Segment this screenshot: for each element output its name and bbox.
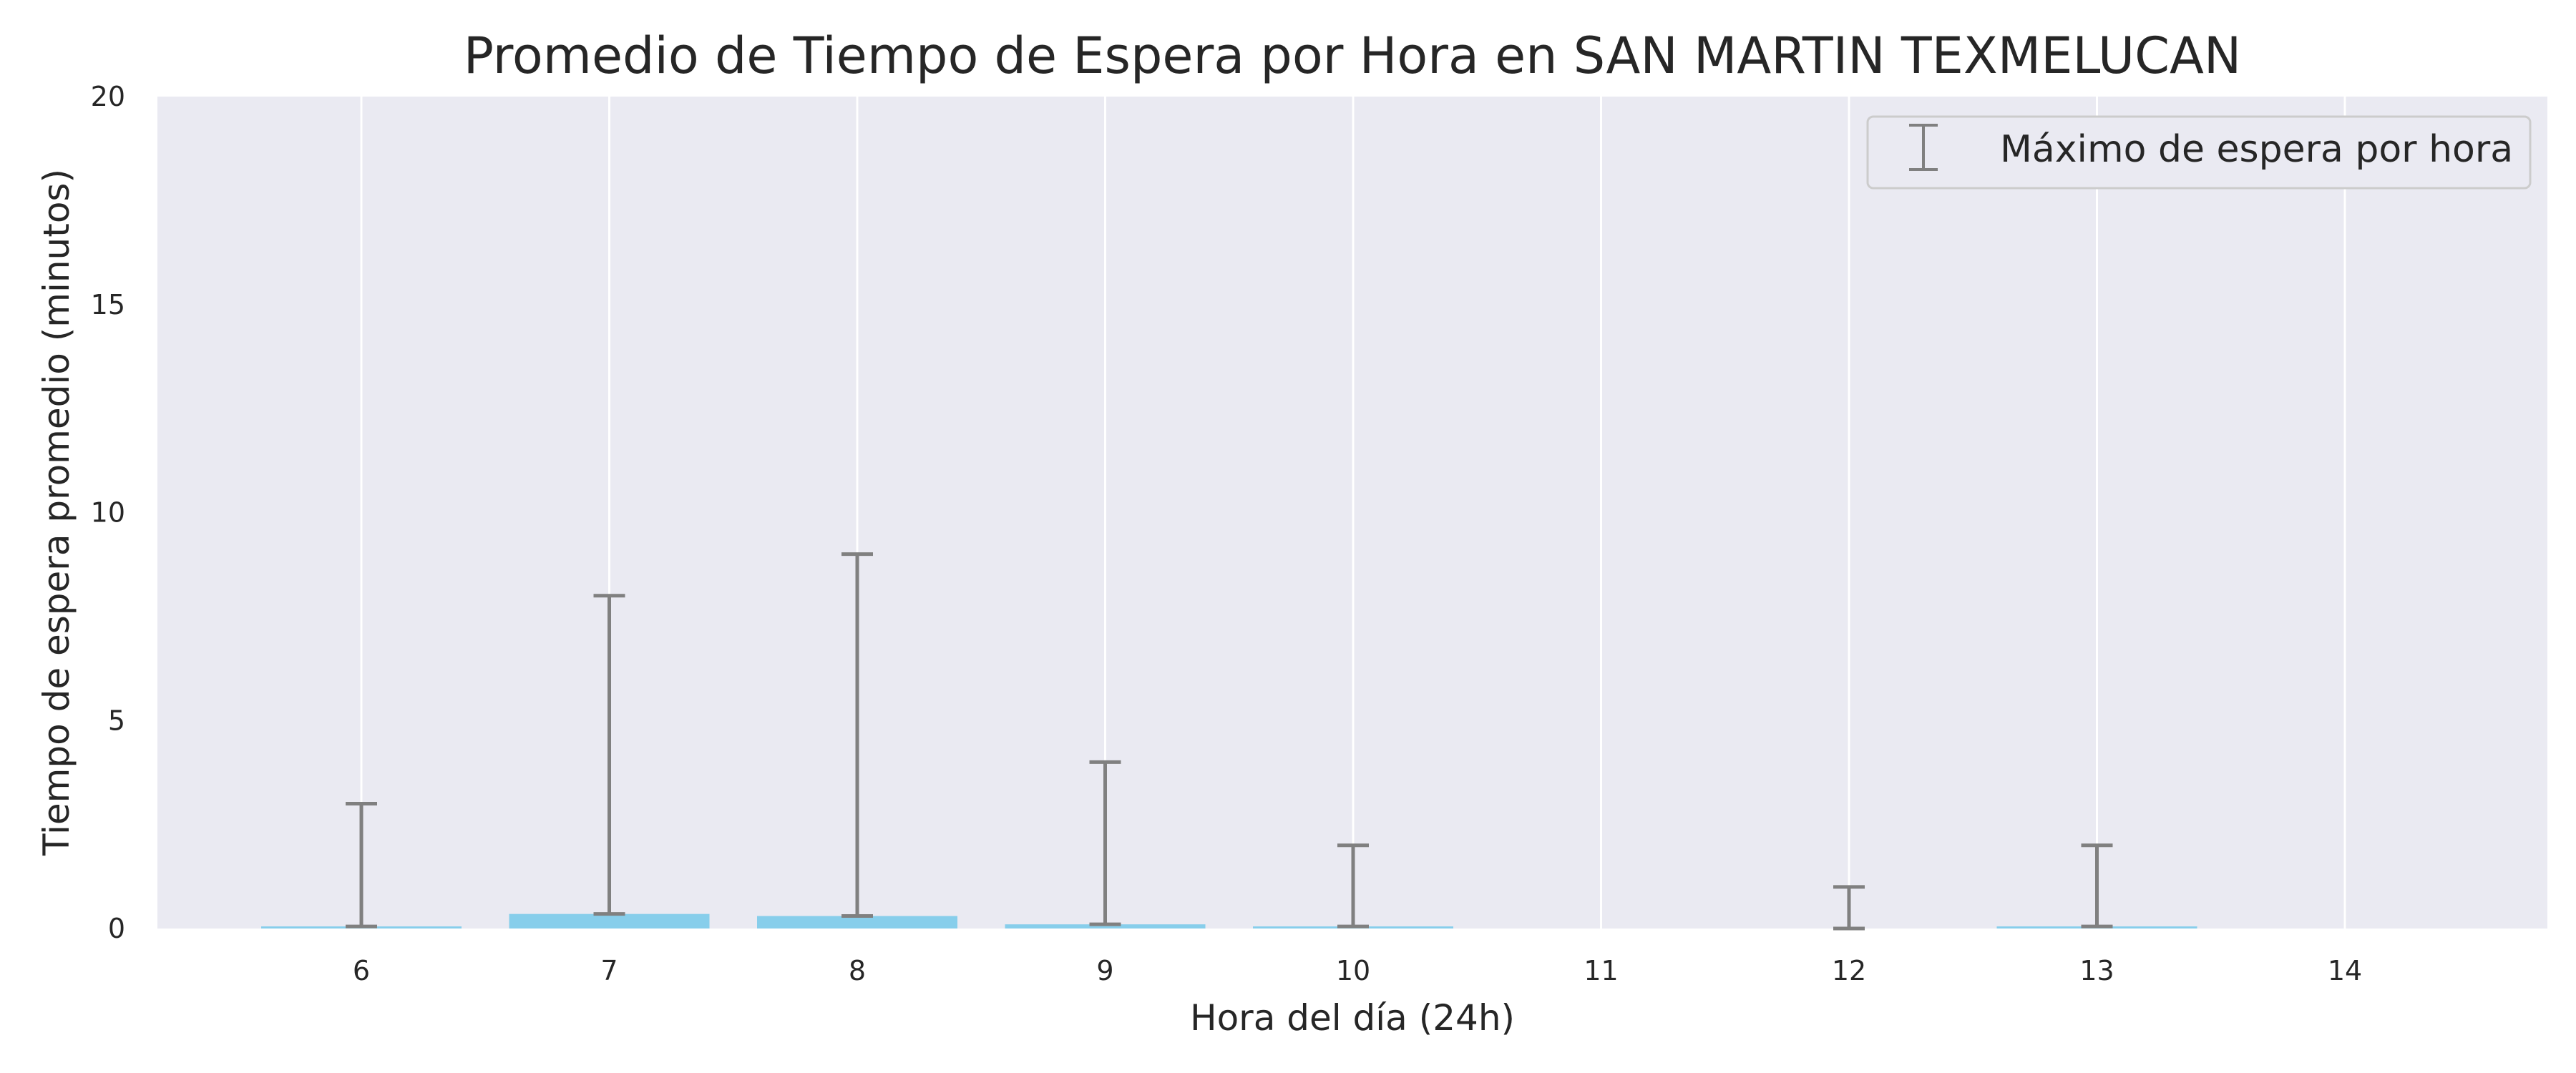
x-tick-label: 10 <box>1336 955 1370 986</box>
y-tick-label: 15 <box>91 289 125 320</box>
y-tick-label: 0 <box>108 913 125 944</box>
bar-hour-8 <box>757 916 957 929</box>
y-tick-label: 5 <box>108 705 125 736</box>
legend: Máximo de espera por hora <box>1866 115 2532 190</box>
y-axis-label: Tiempo de espera promedio (minutos) <box>36 169 77 856</box>
errorbar-hour-6 <box>346 802 377 929</box>
errorbar-hour-12 <box>1833 885 1865 931</box>
errorbar-hour-10 <box>1337 843 1369 929</box>
legend-entry-max-wait: Máximo de espera por hora <box>2000 128 2513 171</box>
x-axis-label: Hora del día (24h) <box>1190 997 1515 1039</box>
x-tick-label: 12 <box>1832 955 1866 986</box>
x-tick-label: 7 <box>600 955 618 986</box>
errorbar-hour-9 <box>1089 760 1121 926</box>
errorbar-hour-13 <box>2081 843 2113 929</box>
chart-title: Promedio de Tiempo de Espera por Hora en… <box>464 26 2242 85</box>
x-tick-label: 14 <box>2328 955 2362 986</box>
errorbar-hour-8 <box>841 552 873 918</box>
x-tick-labels: 6 7 8 9 10 11 12 13 14 <box>353 955 2362 986</box>
x-tick-label: 8 <box>849 955 866 986</box>
bar-hour-7 <box>509 913 710 929</box>
legend-box <box>1866 115 2532 190</box>
x-tick-label: 9 <box>1096 955 1113 986</box>
y-tick-label: 10 <box>91 497 125 529</box>
error-bars <box>346 552 2113 931</box>
y-tick-labels: 0 5 10 15 20 <box>91 81 125 944</box>
errorbar-hour-7 <box>593 594 625 916</box>
legend-errorbar-icon <box>1909 124 1938 171</box>
x-tick-label: 11 <box>1584 955 1618 986</box>
x-tick-label: 6 <box>353 955 370 986</box>
y-tick-label: 20 <box>91 81 125 112</box>
x-tick-label: 13 <box>2079 955 2114 986</box>
bar-hour-9 <box>1005 924 1206 929</box>
